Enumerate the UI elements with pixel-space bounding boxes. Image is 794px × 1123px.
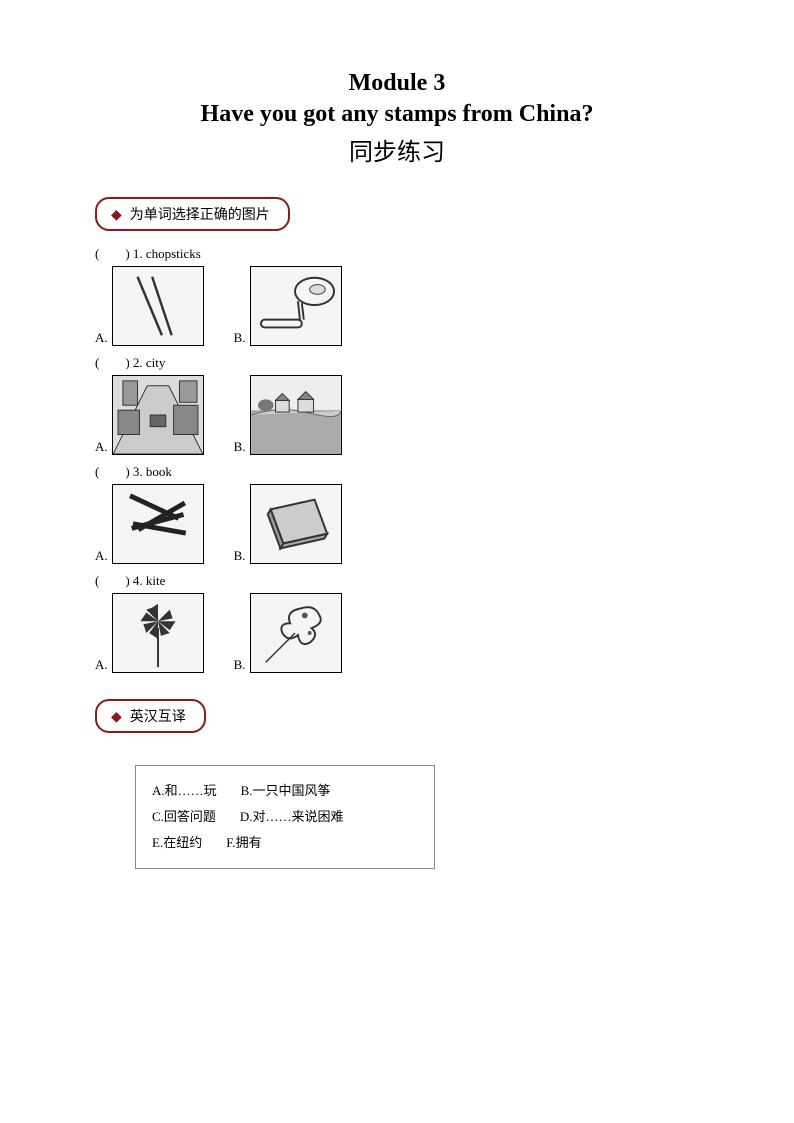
sticks-icon [113, 485, 203, 563]
q1-optA-label: A. [95, 330, 108, 346]
translation-box: A.和……玩 B.一只中国风筝 C.回答问题 D.对……来说困难 E.在纽约 F… [135, 765, 435, 869]
chopsticks-icon [113, 267, 203, 345]
q3-imageA [112, 484, 204, 564]
q2-images: A. B. [95, 375, 699, 455]
section1-header: ◆ 为单词选择正确的图片 [95, 197, 290, 231]
q4-text: ( ) 4. kite [95, 570, 699, 589]
section2-title: 英汉互译 [130, 710, 186, 725]
trans-E: E.在纽约 [152, 830, 202, 856]
q1-optB-label: B. [234, 330, 246, 346]
book-icon [251, 485, 341, 563]
q1-images: A. B. [95, 266, 699, 346]
q4-imageA [112, 593, 204, 673]
q1-imageA [112, 266, 204, 346]
q2-imageB [250, 375, 342, 455]
trans-D: D.对……来说困难 [240, 804, 344, 830]
trans-C: C.回答问题 [152, 804, 216, 830]
spoon-icon [251, 267, 341, 345]
trans-B: B.一只中国风筝 [241, 778, 331, 804]
diamond-icon: ◆ [111, 208, 122, 223]
q3-images: A. B. [95, 484, 699, 564]
q1-text: ( ) 1. chopsticks [95, 243, 699, 262]
q4-optB-label: B. [234, 657, 246, 673]
trans-F: F.拥有 [226, 830, 261, 856]
page-header: Module 3 Have you got any stamps from Ch… [95, 70, 699, 167]
q3-text: ( ) 3. book [95, 461, 699, 480]
q2-imageA [112, 375, 204, 455]
kite-icon [251, 594, 341, 672]
q4-optA-label: A. [95, 657, 108, 673]
q2-text: ( ) 2. city [95, 352, 699, 371]
diamond-icon: ◆ [111, 710, 122, 725]
q3-optB-label: B. [234, 548, 246, 564]
q2-optA-label: A. [95, 439, 108, 455]
q3-imageB [250, 484, 342, 564]
lesson-title: Have you got any stamps from China? [95, 101, 699, 128]
section1-title: 为单词选择正确的图片 [130, 208, 270, 223]
pinwheel-icon [113, 594, 203, 672]
city-street-icon [113, 376, 203, 454]
trans-A: A.和……玩 [152, 778, 217, 804]
q4-images: A. B. [95, 593, 699, 673]
section2-header: ◆ 英汉互译 [95, 699, 206, 733]
subtitle: 同步练习 [95, 132, 699, 167]
q2-optB-label: B. [234, 439, 246, 455]
q3-optA-label: A. [95, 548, 108, 564]
q4-imageB [250, 593, 342, 673]
q1-imageB [250, 266, 342, 346]
countryside-icon [251, 376, 341, 454]
module-title: Module 3 [95, 70, 699, 97]
